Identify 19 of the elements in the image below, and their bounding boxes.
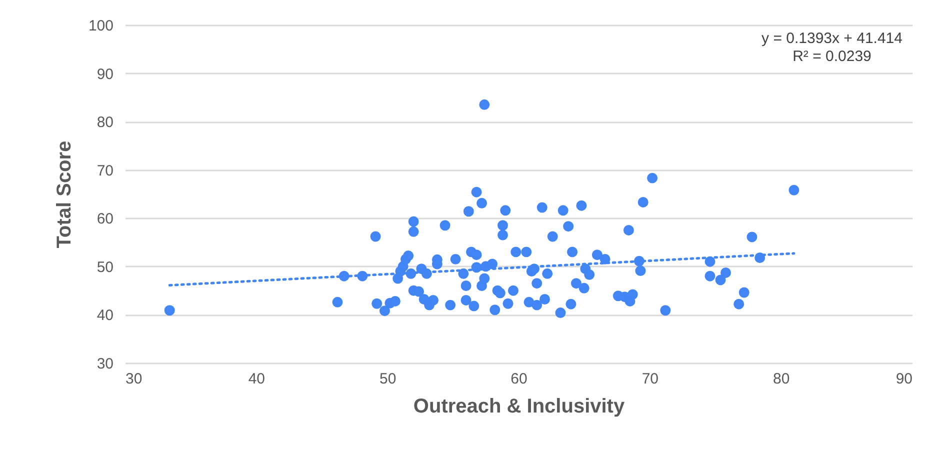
y-tick-label: 40 <box>96 307 114 324</box>
y-tick-label: 60 <box>96 210 114 228</box>
x-tick-label: 30 <box>126 370 142 388</box>
x-tick-label: 80 <box>772 370 790 388</box>
y-tick-label: 30 <box>96 356 114 372</box>
y-tick-label: 90 <box>96 66 114 83</box>
y-tick-label: 100 <box>88 18 114 34</box>
x-tick-label: 50 <box>379 370 396 388</box>
annotation: y = 0.1393x + 41.414 <box>762 30 902 47</box>
annotation: R² = 0.0239 <box>792 48 872 65</box>
x-axis-title: Outreach & Inclusivity <box>413 396 626 418</box>
y-tick-label: 50 <box>96 258 114 276</box>
x-tick-label: 40 <box>248 370 266 388</box>
x-tick-label: 70 <box>642 370 659 388</box>
y-tick-label: 80 <box>96 114 114 132</box>
x-tick-label: 90 <box>896 370 912 388</box>
x-tick-label: 60 <box>510 370 528 388</box>
y-tick-label: 70 <box>96 162 114 180</box>
y-axis-title: Total Score <box>53 140 76 248</box>
